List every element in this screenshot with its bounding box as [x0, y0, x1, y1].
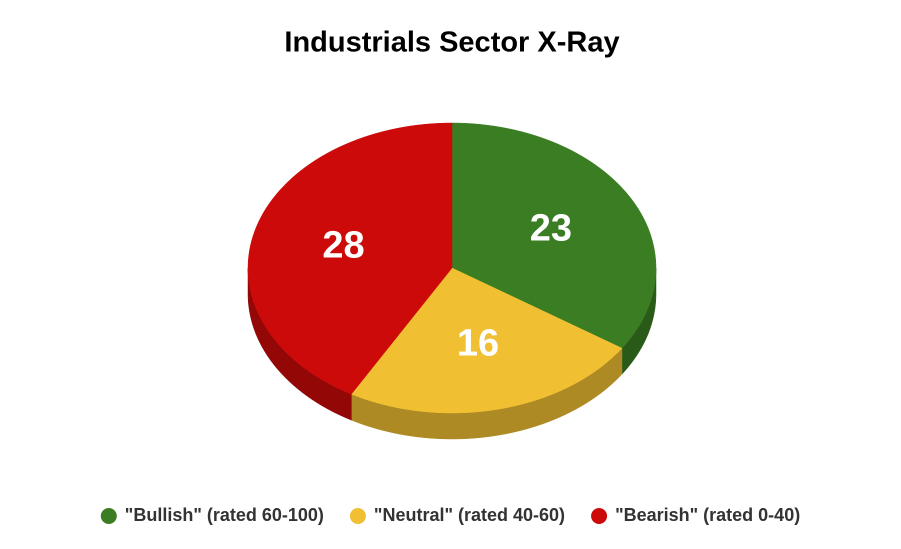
slice — [350, 267, 623, 414]
legend-marker — [591, 508, 608, 524]
data-label: 28 — [322, 225, 364, 267]
legend-label: "Bearish" (rated 0-40) — [615, 505, 800, 525]
legend-marker — [100, 508, 117, 524]
data-label: 23 — [530, 207, 572, 249]
data-label: 16 — [457, 323, 499, 365]
slice — [247, 122, 453, 395]
legend-label: "Bullish" (rated 60-100) — [125, 505, 324, 525]
chart-title: Industrials Sector X-Ray — [284, 27, 619, 59]
legend-label: "Neutral" (rated 40-60) — [374, 505, 565, 525]
legend: "Bullish" (rated 60-100) "Neutral" (rated… — [100, 505, 800, 525]
legend-marker — [349, 508, 366, 524]
